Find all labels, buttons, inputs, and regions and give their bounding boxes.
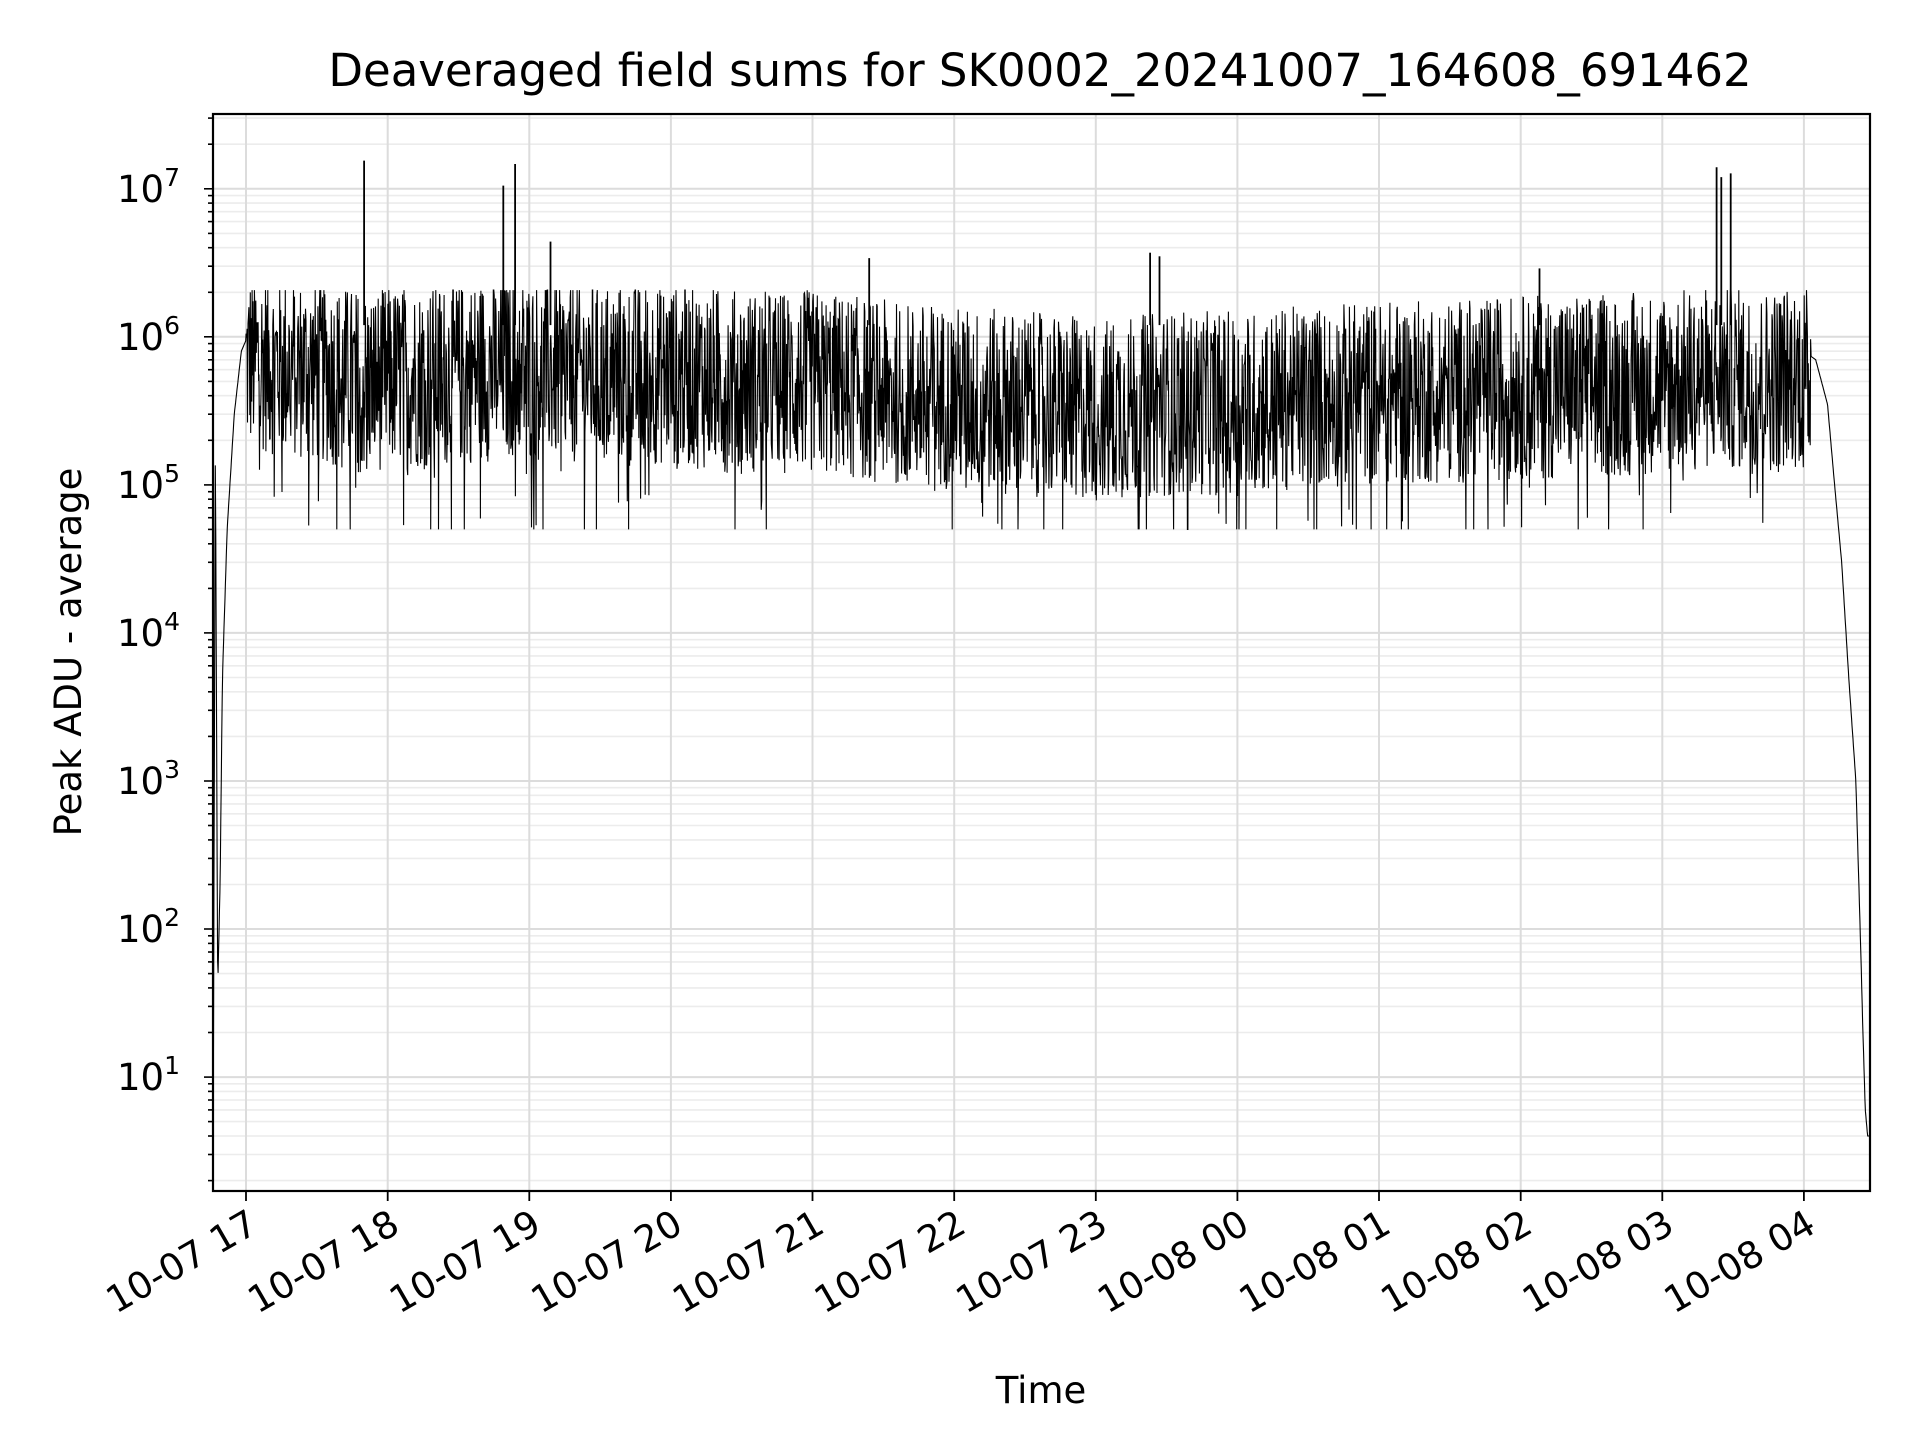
chart-title: Deaveraged field sums for SK0002_2024100…: [328, 44, 1751, 97]
plot-area: [212, 160, 1870, 1181]
y-tick-label: 106: [117, 311, 180, 359]
grid: [213, 114, 1870, 1191]
y-tick-label: 101: [117, 1051, 180, 1099]
y-tick-label: 104: [117, 607, 180, 655]
y-tick-label: 102: [117, 903, 180, 951]
plot-frame: [211, 112, 1872, 1193]
y-tick-label: 105: [117, 459, 180, 507]
y-axis-label: Peak ADU - average: [47, 468, 90, 837]
x-axis-label: Time: [995, 1369, 1087, 1412]
y-tick-label: 107: [117, 163, 180, 211]
series-line: [212, 288, 1870, 1181]
y-tick-label: 103: [117, 755, 180, 803]
